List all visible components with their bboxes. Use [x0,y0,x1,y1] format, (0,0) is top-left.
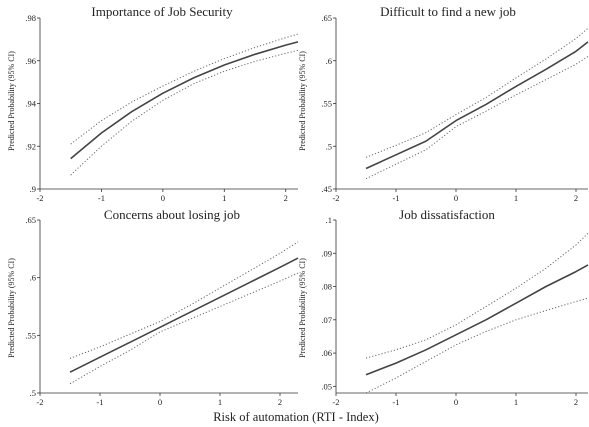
predicted-probability-line [69,257,299,373]
x-tick-label: 0 [454,397,458,407]
y-tick-label: .06 [321,348,332,358]
x-tick-label: 0 [158,397,162,407]
predicted-probability-line [365,264,589,376]
ci-upper-line [365,232,589,359]
x-tick-label: -2 [332,193,339,203]
x-tick-label: 2 [284,193,288,203]
panel-difficult-to-find-a-new-job: Difficult to find a new job Predicted Pr… [298,4,589,203]
x-tick-label: 2 [574,397,578,407]
y-tick-label: .6 [30,273,36,283]
x-tick-label: -1 [392,193,399,203]
x-tick-label: -1 [392,397,399,407]
ci-lower-line [365,56,589,180]
x-tick-label: 1 [222,193,226,203]
y-axis-label: Predicted Probability (95% CI) [7,51,16,151]
ci-upper-line [365,27,589,158]
y-tick-label: .98 [25,13,36,23]
x-tick-label: 0 [454,193,458,203]
x-tick-label: 0 [161,193,165,203]
x-tick-label: -1 [98,193,105,203]
ci-lower-line [70,49,299,176]
y-tick-label: .5 [326,141,332,151]
x-tick-label: -1 [96,397,103,407]
x-tick-label: 1 [514,397,518,407]
ci-upper-line [70,33,299,145]
x-tick-label: 2 [574,193,578,203]
y-tick-label: .1 [326,215,332,225]
y-tick-label: .92 [25,141,36,151]
ci-lower-line [69,272,299,385]
y-tick-label: .08 [321,282,332,292]
y-tick-label: .5 [30,388,36,398]
x-axis-label: Risk of automation (RTI - Index) [213,410,379,424]
ci-upper-line [69,241,299,359]
y-tick-label: .65 [25,215,36,225]
panel-title: Job dissatisfaction [399,207,495,222]
plot-area: .5 .55 .6 .65 -2 -1 0 1 2 [25,215,299,407]
y-tick-label: .07 [321,315,332,325]
x-tick-label: -2 [36,397,43,407]
y-tick-label: .65 [321,13,332,23]
panel-title: Concerns about losing job [104,207,240,222]
y-tick-label: .55 [25,330,36,340]
predicted-probability-line [365,41,589,170]
y-tick-label: .96 [25,56,36,66]
x-tick-label: 2 [278,397,282,407]
panel-job-dissatisfaction: Job dissatisfaction Predicted Probabilit… [298,207,589,407]
y-tick-label: .55 [321,99,332,109]
panel-title: Importance of Job Security [91,4,233,19]
x-tick-label: -2 [332,397,339,407]
y-tick-label: .94 [25,99,36,109]
plot-area: .45 .5 .55 .6 .65 -2 -1 0 1 2 [321,13,589,203]
x-tick-label: -2 [36,193,43,203]
panel-concerns-about-losing-job: Concerns about losing job Predicted Prob… [7,207,299,407]
plot-area: .05 .06 .07 .08 .09 .1 -2 -1 0 1 2 [321,215,589,407]
y-tick-label: .09 [321,248,332,258]
predicted-probability-line [70,41,299,160]
plot-area: .9 .92 .94 .96 .98 -2 -1 0 1 2 [25,13,299,203]
y-tick-label: .6 [326,56,332,66]
x-tick-label: 1 [514,193,518,203]
panel-importance-of-job-security: Importance of Job Security Predicted Pro… [7,4,299,203]
y-axis-label: Predicted Probability (95% CI) [298,258,307,358]
y-axis-label: Predicted Probability (95% CI) [7,258,16,358]
y-tick-label: .45 [321,184,332,194]
y-tick-label: .9 [30,184,36,194]
ci-lower-line [365,297,589,394]
y-axis-label: Predicted Probability (95% CI) [298,51,307,151]
y-tick-label: .05 [321,381,332,391]
panel-title: Difficult to find a new job [380,4,516,19]
x-tick-label: 1 [218,397,222,407]
